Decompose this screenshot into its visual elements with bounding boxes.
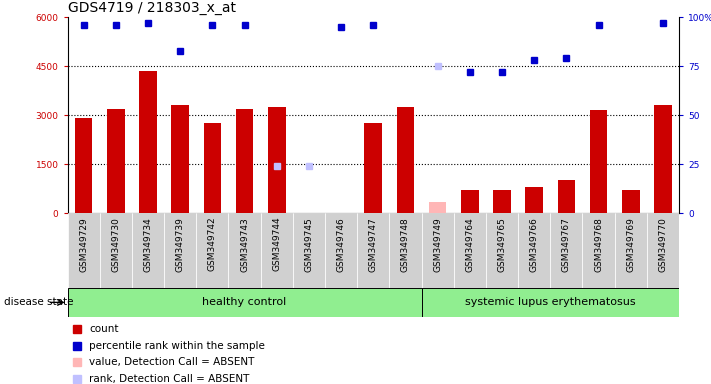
Text: disease state: disease state (4, 297, 73, 308)
Bar (397, 107, 415, 213)
Bar (429, 202, 447, 213)
Bar (550, 213, 582, 288)
Bar (68, 288, 422, 317)
Bar (486, 213, 518, 288)
Bar (422, 288, 679, 317)
Bar (203, 123, 221, 213)
Bar (196, 213, 228, 288)
Text: healthy control: healthy control (203, 297, 287, 308)
Text: GSM349749: GSM349749 (433, 217, 442, 271)
Text: GSM349769: GSM349769 (626, 217, 635, 272)
Text: GSM349748: GSM349748 (401, 217, 410, 271)
Text: GSM349745: GSM349745 (304, 217, 314, 271)
Bar (614, 213, 647, 288)
Text: GDS4719 / 218303_x_at: GDS4719 / 218303_x_at (68, 1, 235, 15)
Bar (100, 213, 132, 288)
Bar (139, 71, 157, 213)
Text: GSM349742: GSM349742 (208, 217, 217, 271)
Text: systemic lupus erythematosus: systemic lupus erythematosus (465, 297, 636, 308)
Bar (647, 213, 679, 288)
Bar (228, 213, 261, 288)
Bar (235, 109, 253, 213)
Bar (589, 110, 607, 213)
Bar (325, 213, 357, 288)
Text: GSM349768: GSM349768 (594, 217, 603, 272)
Text: GSM349734: GSM349734 (144, 217, 152, 271)
Text: GSM349746: GSM349746 (336, 217, 346, 271)
Text: count: count (89, 324, 119, 334)
Bar (654, 106, 672, 213)
Text: GSM349744: GSM349744 (272, 217, 282, 271)
Text: GSM349764: GSM349764 (465, 217, 474, 271)
Bar (518, 213, 550, 288)
Bar (171, 106, 189, 213)
Bar (107, 109, 124, 213)
Text: GSM349767: GSM349767 (562, 217, 571, 272)
Bar (293, 213, 325, 288)
Text: GSM349743: GSM349743 (240, 217, 249, 271)
Bar (493, 190, 510, 213)
Bar (622, 190, 640, 213)
Text: value, Detection Call = ABSENT: value, Detection Call = ABSENT (89, 358, 255, 367)
Bar (357, 213, 390, 288)
Bar (68, 213, 100, 288)
Bar (582, 213, 614, 288)
Bar (132, 213, 164, 288)
Text: percentile rank within the sample: percentile rank within the sample (89, 341, 264, 351)
Bar (454, 213, 486, 288)
Text: GSM349765: GSM349765 (498, 217, 506, 272)
Text: rank, Detection Call = ABSENT: rank, Detection Call = ABSENT (89, 374, 250, 384)
Text: GSM349729: GSM349729 (79, 217, 88, 271)
Text: GSM349747: GSM349747 (369, 217, 378, 271)
Text: GSM349739: GSM349739 (176, 217, 185, 272)
Bar (268, 107, 286, 213)
Bar (525, 187, 543, 213)
Bar (422, 213, 454, 288)
Bar (261, 213, 293, 288)
Bar (390, 213, 422, 288)
Text: GSM349770: GSM349770 (658, 217, 668, 272)
Bar (365, 123, 382, 213)
Bar (461, 190, 479, 213)
Bar (164, 213, 196, 288)
Text: GSM349766: GSM349766 (530, 217, 539, 272)
Text: GSM349730: GSM349730 (112, 217, 120, 272)
Bar (557, 180, 575, 213)
Bar (75, 118, 92, 213)
